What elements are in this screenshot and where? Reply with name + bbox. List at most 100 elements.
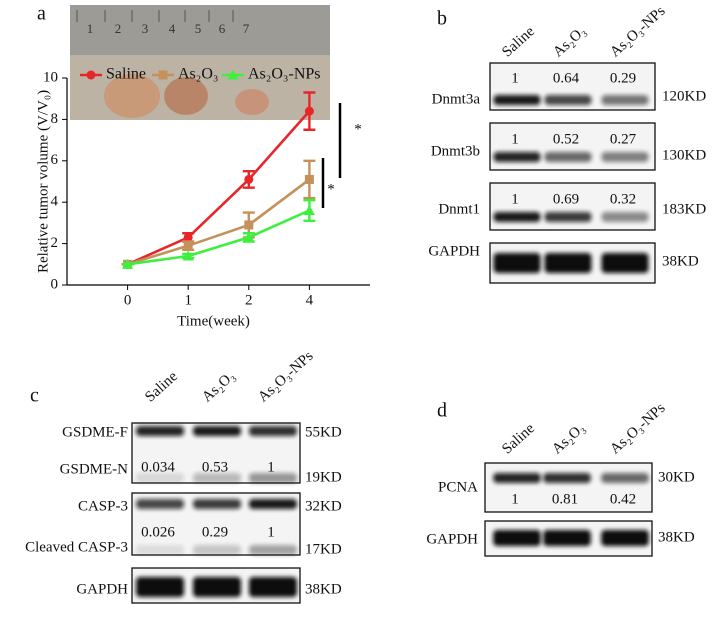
- ruler-label: 4: [169, 21, 176, 36]
- blot-band: [493, 253, 541, 273]
- blot-band: [544, 253, 592, 273]
- blot-band: [249, 545, 297, 555]
- data-point: [182, 250, 194, 261]
- lane-label: As₂O₃-NPs: [607, 3, 668, 60]
- band-value: 1: [511, 131, 519, 147]
- blot-band: [543, 530, 591, 546]
- panel-label: c: [30, 385, 39, 407]
- tumor-photo: [70, 5, 330, 120]
- data-point: [303, 204, 315, 215]
- size-label: 183KD: [662, 201, 706, 217]
- row-label: GSDME-F: [62, 424, 128, 440]
- legend-label: Saline: [106, 66, 146, 83]
- series-line: [127, 110, 311, 266]
- legend-marker: [227, 69, 239, 80]
- panel-label: d: [437, 400, 447, 422]
- size-label: 38KD: [662, 253, 699, 269]
- y-tick-label: 2: [51, 235, 59, 251]
- x-tick-label: 2: [245, 292, 253, 308]
- blot-band: [136, 545, 184, 555]
- blot-band: [544, 95, 592, 105]
- blot-band: [493, 95, 541, 105]
- row-label: GAPDH: [76, 581, 128, 597]
- x-axis-title: Time(week): [177, 313, 250, 329]
- x-tick-label: 1: [184, 292, 192, 308]
- blot-band: [493, 152, 541, 162]
- blot-band: [136, 499, 184, 509]
- blot-band: [601, 253, 649, 273]
- ruler-label: 6: [219, 21, 226, 36]
- size-label: 120KD: [662, 88, 706, 104]
- data-point: [243, 231, 255, 242]
- blot-band: [493, 473, 541, 483]
- lane-label: Saline: [142, 368, 181, 405]
- ruler-label: 3: [142, 21, 149, 36]
- ruler-label: 5: [195, 21, 202, 36]
- row-label: Dnmt1: [438, 201, 480, 217]
- blot-band: [193, 545, 241, 555]
- blot-band: [193, 473, 241, 483]
- lane-label: As₂O₃: [549, 420, 588, 457]
- legend-label: As₂O₃-NPs: [248, 66, 321, 83]
- data-point: [304, 106, 314, 116]
- row-label: Dnmt3a: [432, 91, 481, 107]
- blot-band: [544, 152, 592, 162]
- size-label: 32KD: [305, 498, 342, 514]
- blot-band: [601, 95, 649, 105]
- size-label: 30KD: [658, 469, 695, 485]
- ruler: [70, 5, 330, 55]
- blot-band: [193, 426, 241, 436]
- x-tick-label: 4: [306, 292, 314, 308]
- band-value: 0.52: [553, 131, 579, 147]
- blot-frame: [489, 122, 656, 171]
- band-value: 0.42: [610, 491, 636, 507]
- ruler-label: 1: [87, 21, 94, 36]
- band-value: 1: [511, 70, 519, 86]
- blot-band: [249, 426, 297, 436]
- blot-band: [249, 473, 297, 483]
- row-label: Dnmt3b: [431, 143, 480, 159]
- band-value: 0.32: [610, 191, 636, 207]
- significance-label: *: [354, 121, 362, 137]
- data-point: [183, 241, 193, 251]
- blot-band: [193, 577, 241, 597]
- row-label: PCNA: [438, 479, 478, 495]
- blot-band: [136, 577, 184, 597]
- blot-band: [493, 212, 541, 222]
- blot-band: [193, 499, 241, 509]
- tumor: [104, 74, 160, 118]
- band-value: 0.64: [553, 70, 580, 86]
- lane-label: As₂O₃: [550, 23, 589, 60]
- data-point: [244, 220, 254, 230]
- y-tick-label: 10: [43, 69, 58, 85]
- size-label: 38KD: [305, 581, 342, 597]
- data-point: [244, 174, 254, 184]
- blot-band: [544, 212, 592, 222]
- blot-band: [249, 499, 297, 509]
- blot-band: [601, 530, 649, 546]
- band-value: 0.81: [552, 491, 578, 507]
- series-line: [127, 209, 310, 266]
- blot-band: [136, 426, 184, 436]
- lane-label: Saline: [499, 23, 538, 60]
- band-value: 1: [267, 459, 275, 475]
- band-value: 0.29: [610, 70, 636, 86]
- row-label: GAPDH: [428, 243, 480, 259]
- blot-frame: [484, 462, 653, 513]
- lane-label: Saline: [499, 420, 538, 457]
- size-label: 130KD: [662, 147, 706, 163]
- lane-label: As₂O₃: [199, 368, 238, 405]
- legend-marker: [158, 70, 168, 80]
- panel-label: b: [437, 8, 447, 30]
- legend-marker: [86, 70, 96, 80]
- tumor: [164, 77, 208, 115]
- y-axis-title: Relative tumor volume (V/V₀): [35, 90, 51, 273]
- y-tick-label: 0: [51, 276, 59, 292]
- y-tick-label: 6: [51, 152, 59, 168]
- blot-band: [249, 577, 297, 597]
- blot-band: [136, 473, 184, 483]
- row-label: Cleaved CASP-3: [25, 539, 128, 555]
- ruler-label: 7: [243, 21, 250, 36]
- blot-frame: [489, 182, 656, 231]
- data-point: [304, 174, 314, 184]
